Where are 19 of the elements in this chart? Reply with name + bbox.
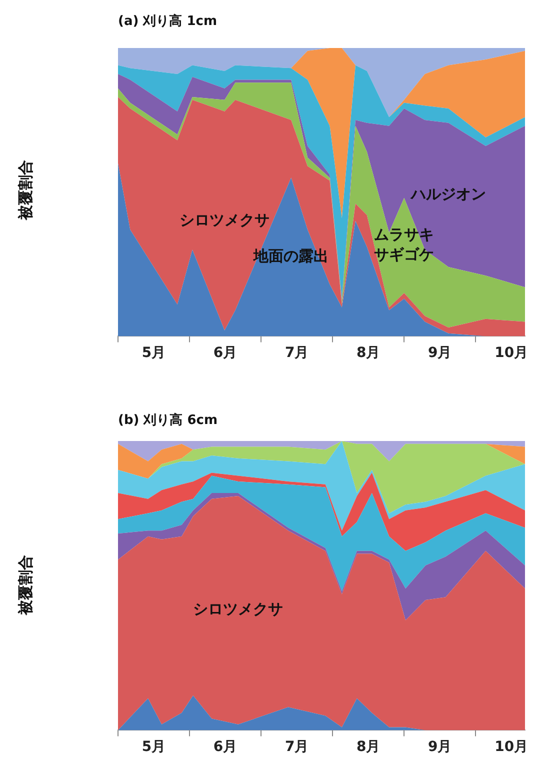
x-tick-label: 7月 xyxy=(284,739,309,756)
x-tick-label: 8月 xyxy=(356,739,380,756)
x-tick-label: 10月 xyxy=(494,345,528,362)
chart-title: (a) 刈り高 1cm xyxy=(118,12,218,30)
series-label: シロツメクサ xyxy=(193,600,284,618)
x-tick-label: 6月 xyxy=(213,345,238,362)
series-label: シロツメクサ xyxy=(180,210,270,229)
series-label: ハルジオン xyxy=(410,184,486,203)
x-tick-label: 10月 xyxy=(494,739,528,756)
y-axis-title: 被覆割合 xyxy=(16,555,36,615)
x-tick-label: 5月 xyxy=(142,345,166,362)
x-tick-label: 9月 xyxy=(428,739,452,756)
x-tick-label: 9月 xyxy=(428,345,452,362)
x-tick-label: 5月 xyxy=(142,739,166,756)
x-tick-label: 7月 xyxy=(284,345,309,362)
chart-title: (b) 刈り高 6cm xyxy=(118,412,218,429)
x-tick-label: 6月 xyxy=(213,739,238,756)
y-axis-title: 被覆割合 xyxy=(16,160,36,220)
x-tick-label: 8月 xyxy=(356,345,380,362)
